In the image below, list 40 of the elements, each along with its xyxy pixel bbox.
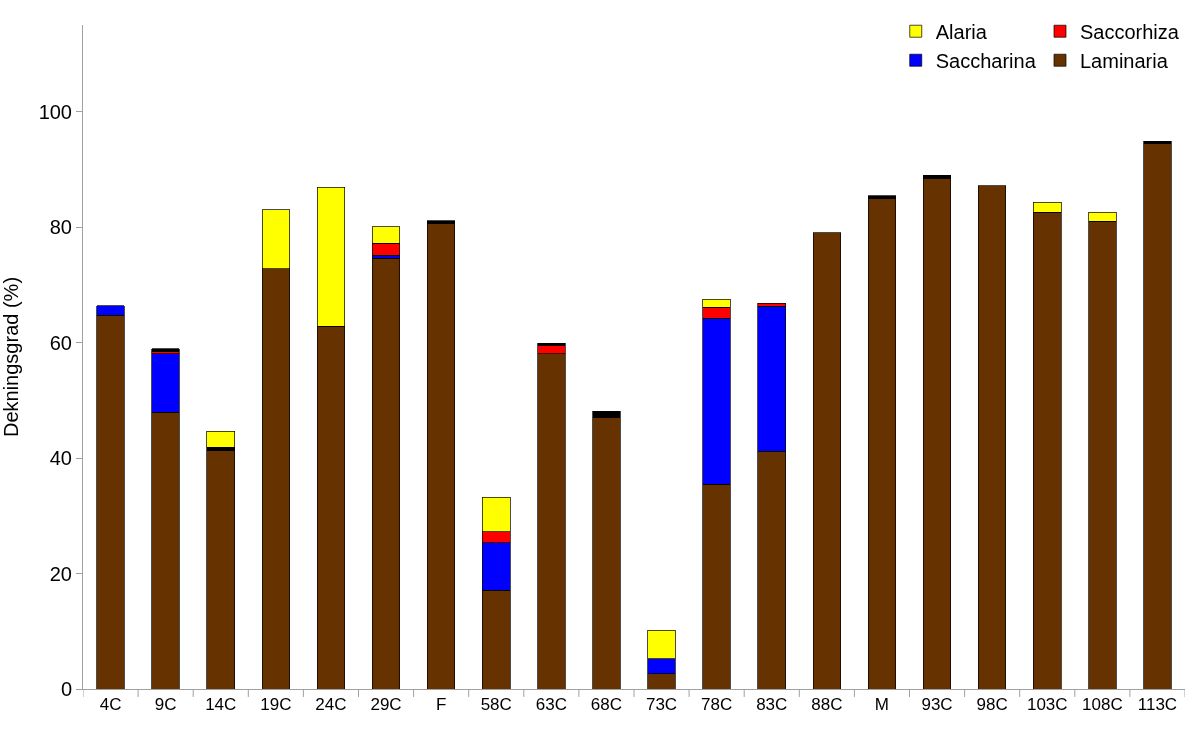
x-tick-label: 98C (976, 695, 1008, 715)
x-tick-label: 83C (756, 695, 788, 715)
bar (427, 223, 456, 689)
y-tick-label: 0 (60, 678, 72, 700)
legend-label: Saccharina (935, 50, 1037, 73)
y-tick-label: 40 (49, 447, 72, 470)
x-tick-label: 58C (480, 695, 512, 715)
y-axis-title: Dekningsgrad (%) (0, 276, 22, 438)
legend-label: Laminaria (1080, 50, 1169, 73)
x-tick-label: 9C (154, 695, 177, 715)
x-tick-label: 88C (811, 695, 843, 715)
bar (978, 185, 1007, 689)
x-tick-label: 113C (1137, 695, 1178, 715)
legend-label: Alaria (935, 21, 988, 44)
x-tick-label: 103C (1026, 695, 1068, 715)
x-tick-label: 78C (701, 695, 733, 715)
legend-label: Saccorhiza (1080, 21, 1180, 44)
x-tick-label: 73C (645, 695, 678, 715)
x-tick-label: 108C (1082, 695, 1123, 715)
x-tick-label: 93C (921, 695, 953, 715)
bar (867, 198, 897, 689)
bar (206, 450, 235, 689)
y-tick-label: 20 (49, 562, 72, 585)
x-tick-label: 29C (370, 695, 402, 715)
y-tick-label: 100 (38, 100, 72, 123)
bar (812, 232, 841, 689)
x-tick-label: 19C (260, 695, 292, 715)
bar (206, 431, 235, 448)
x-tick-label: 68C (590, 695, 623, 715)
x-tick-label: 24C (315, 695, 347, 715)
bar (371, 257, 401, 689)
x-tick-label: 14C (205, 695, 237, 715)
x-tick-label: F (435, 695, 447, 715)
y-tick-label: 60 (49, 331, 72, 354)
bar (922, 177, 952, 689)
y-tick-label: 80 (49, 216, 72, 239)
x-tick-label: 4C (99, 695, 122, 715)
x-tick-label: 63C (535, 695, 567, 715)
bar (1143, 143, 1172, 689)
x-tick-label: M (874, 695, 890, 715)
